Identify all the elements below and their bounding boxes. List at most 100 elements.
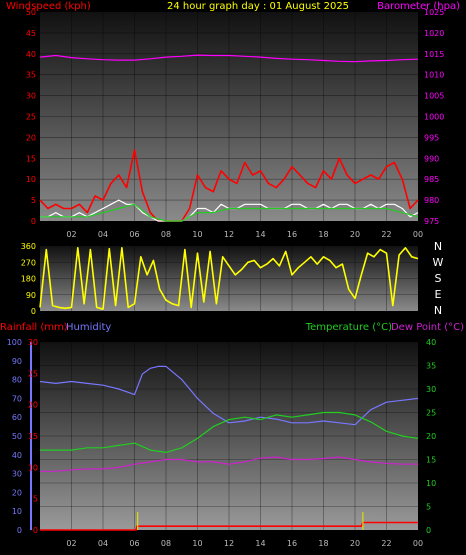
temp-tick-label: 20 (426, 432, 436, 441)
baro-tick-label: 980 (424, 196, 439, 205)
humidity-ticks: 0 10 20 30 40 50 60 70 80 90 100 (7, 338, 32, 535)
temp-tick-label: 5 (426, 503, 431, 512)
series-wind-gust (39, 149, 419, 222)
rain-tick-label: 15 (28, 432, 38, 441)
rain-tick-label: 20 (28, 401, 38, 410)
series-dew-point (40, 456, 418, 472)
humidity-tick-label: 50 (12, 432, 22, 441)
x-tick-label: 16 (287, 230, 297, 239)
wind-tick-label: 45 (26, 29, 36, 38)
wind-tick-label: 40 (26, 50, 36, 59)
x-tick-label: 06 (129, 230, 139, 239)
wind-x-ticks: 02 04 06 08 10 12 14 16 18 20 22 00 (66, 230, 423, 239)
compass-label: E (435, 288, 442, 301)
direction-tick-label: 180 (21, 275, 36, 284)
temp-x-ticks: 02 04 06 08 10 12 14 16 18 20 22 00 (66, 539, 423, 548)
direction-tick-label: 270 (21, 258, 36, 267)
wind-tick-label: 0 (31, 217, 36, 226)
rain-tick-label: 5 (33, 495, 38, 504)
compass-label: S (435, 272, 442, 285)
x-tick-label: 20 (350, 539, 360, 548)
wind-tick-label: 35 (26, 71, 36, 80)
baro-tick-label: 1015 (424, 50, 444, 59)
x-tick-label: 14 (255, 230, 265, 239)
compass-label: N (434, 240, 442, 253)
temp-grid (40, 342, 418, 530)
baro-tick-label: 1005 (424, 92, 444, 101)
temp-tick-label: 35 (426, 362, 436, 371)
wind-grid (40, 12, 418, 221)
direction-grid (40, 246, 418, 311)
humidity-tick-label: 60 (12, 413, 22, 422)
series-wind-direction (39, 247, 419, 311)
temp-tick-label: 0 (426, 526, 431, 535)
baro-tick-label: 990 (424, 154, 439, 163)
rain-axis-label: Rainfall (mm) (0, 322, 68, 333)
humidity-tick-label: 10 (12, 507, 22, 516)
direction-series (39, 247, 419, 311)
baro-tick-label: 1025 (424, 8, 444, 17)
humidity-tick-label: 80 (12, 376, 22, 385)
temp-hum-panel: Rainfall (mm) Humidity Temperature (°C) … (0, 322, 464, 548)
wind-baro-panel: Windspeed (kph) 24 hour graph day : 01 A… (6, 1, 460, 239)
wind-tick-label: 20 (26, 133, 36, 142)
wind-axis-label: Windspeed (kph) (6, 1, 91, 12)
x-tick-label: 04 (98, 539, 108, 548)
humidity-tick-label: 20 (12, 488, 22, 497)
temp-series (39, 365, 419, 531)
humidity-tick-label: 70 (12, 394, 22, 403)
baro-tick-label: 1020 (424, 29, 444, 38)
baro-tick-label: 985 (424, 175, 439, 184)
humidity-tick-label: 30 (12, 470, 22, 479)
direction-ticks: 0 90 180 270 360 (21, 242, 36, 316)
wind-ticks: 0 5 10 15 20 25 30 35 40 45 50 (26, 8, 36, 226)
x-tick-label: 02 (66, 230, 76, 239)
humidity-axis-label: Humidity (66, 322, 111, 333)
direction-tick-label: 0 (31, 307, 36, 316)
direction-tick-label: 360 (21, 242, 36, 251)
baro-ticks: 975 980 985 990 995 1000 1005 1010 1015 1020 1025 (424, 8, 444, 226)
temp-tick-label: 25 (426, 409, 436, 418)
wind-tick-label: 15 (26, 154, 36, 163)
x-tick-label: 02 (66, 539, 76, 548)
wind-tick-label: 50 (26, 8, 36, 17)
compass-label: W (433, 256, 444, 269)
rain-tick-label: 25 (28, 369, 38, 378)
temperature-axis-label: Temperature (°C) (305, 322, 392, 333)
compass-label: N (434, 304, 442, 317)
temp-tick-label: 10 (426, 479, 436, 488)
baro-tick-label: 975 (424, 217, 439, 226)
series-barometer (39, 54, 419, 63)
x-tick-label: 12 (224, 539, 234, 548)
baro-tick-label: 995 (424, 133, 439, 142)
wind-tick-label: 5 (31, 196, 36, 205)
baro-axis-label: Barometer (hpa) (377, 1, 460, 12)
temp-tick-label: 15 (426, 456, 436, 465)
chart-title: 24 hour graph day : 01 August 2025 (167, 1, 349, 12)
temp-ticks: 0 5 10 15 20 25 30 35 40 (426, 338, 436, 535)
x-tick-label: 08 (161, 539, 171, 548)
x-tick-label: 20 (350, 230, 360, 239)
wind-series (39, 54, 419, 222)
series-temperature (40, 411, 419, 453)
rain-tick-label: 30 (28, 338, 38, 347)
x-tick-label: 08 (161, 230, 171, 239)
x-tick-label: 14 (255, 539, 265, 548)
x-tick-label: 18 (318, 230, 328, 239)
humidity-tick-label: 90 (12, 357, 22, 366)
direction-tick-label: 90 (26, 291, 36, 300)
x-tick-label: 18 (318, 539, 328, 548)
humidity-tick-label: 100 (7, 338, 22, 347)
series-humidity (39, 365, 419, 426)
x-tick-label: 06 (129, 539, 139, 548)
x-tick-label: 10 (192, 539, 202, 548)
humidity-tick-label: 0 (17, 526, 22, 535)
temp-tick-label: 40 (426, 338, 436, 347)
wind-tick-label: 30 (26, 92, 36, 101)
temp-tick-label: 30 (426, 385, 436, 394)
x-tick-label: 10 (192, 230, 202, 239)
x-tick-label: 04 (98, 230, 108, 239)
